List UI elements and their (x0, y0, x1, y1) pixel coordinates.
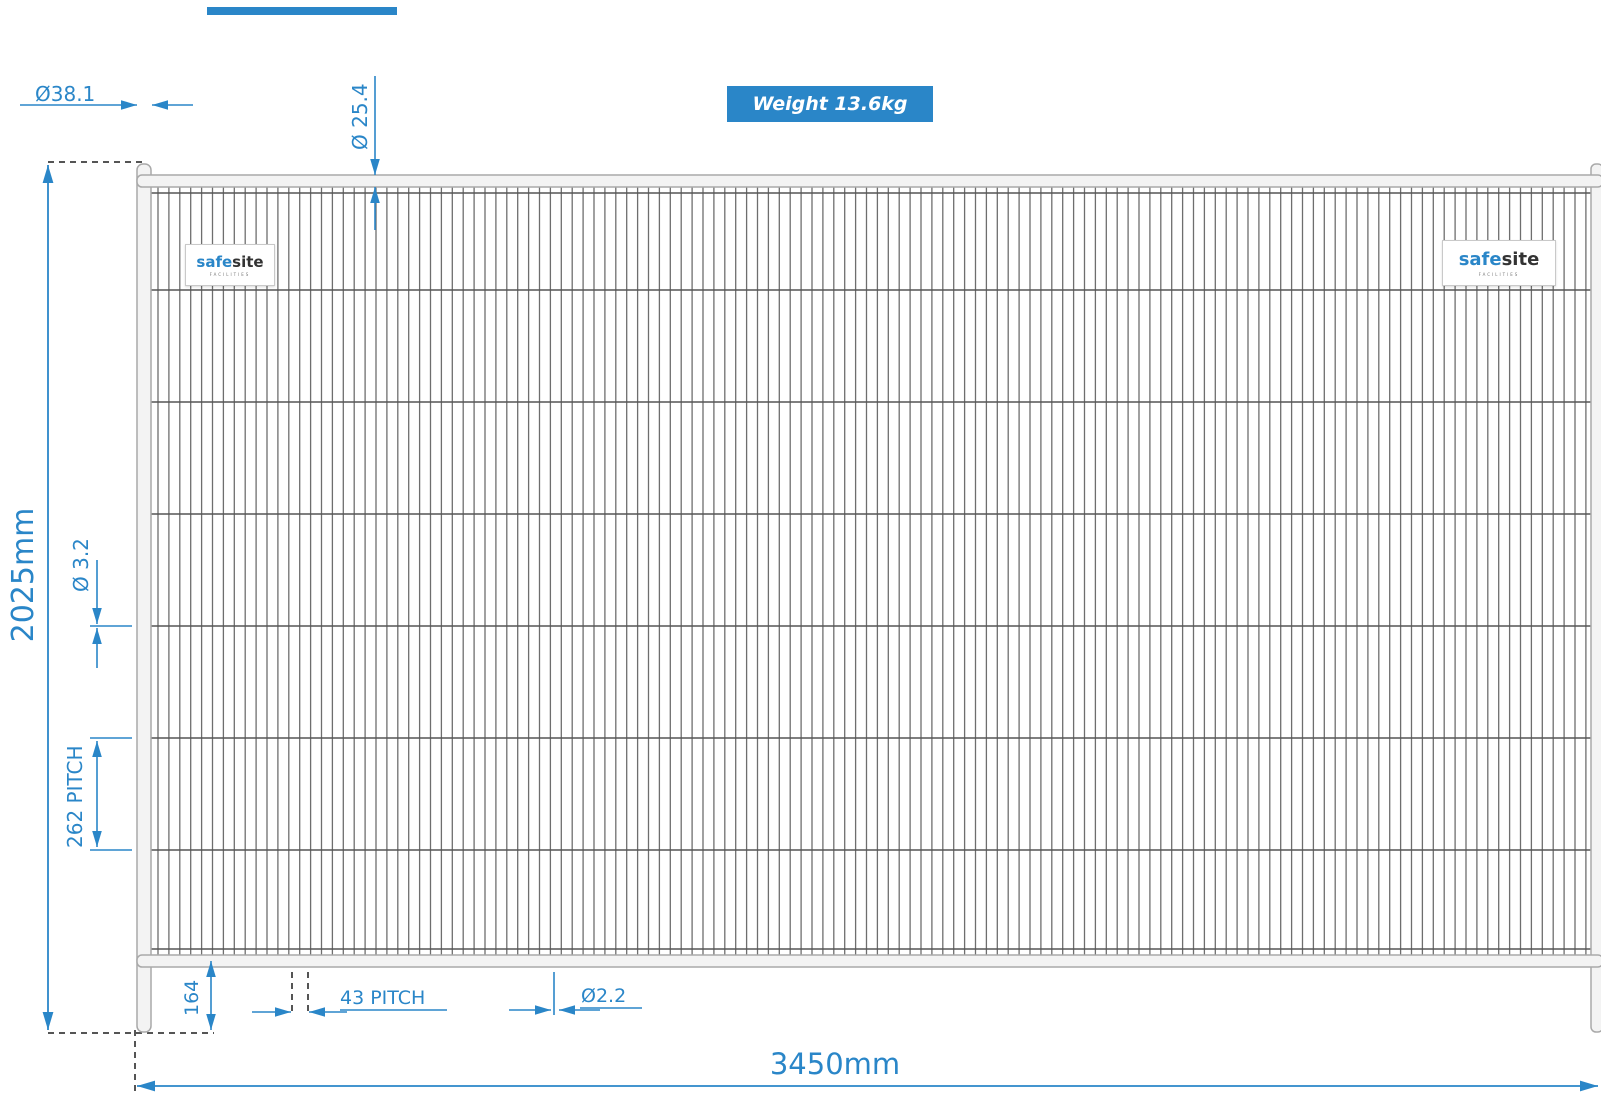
dim-overall-height: 2025mm (6, 165, 54, 1030)
dim-overall-width: 3450mm (137, 1047, 1598, 1092)
bottom-rail (136, 954, 1601, 968)
safesite-logo-left: safesite FACILITIES (185, 244, 275, 286)
dim-post-diameter: Ø38.1 (20, 82, 193, 110)
top-rail-diameter-label: Ø 25.4 (348, 83, 372, 150)
top-rail (136, 174, 1601, 188)
bottom-clearance-label: 164 (181, 980, 203, 1016)
header-accent-bar (207, 7, 397, 15)
logo-brand: safesite (1458, 248, 1540, 270)
weight-label: Weight 13.6kg (752, 93, 908, 115)
vertical-pitch-label: 43 PITCH (340, 987, 425, 1009)
overall-width-label: 3450mm (770, 1047, 900, 1081)
logo-subline: FACILITIES (1478, 271, 1520, 277)
overall-height-label: 2025mm (6, 508, 41, 643)
right-post (1590, 163, 1601, 1033)
safesite-logo-right: safesite FACILITIES (1442, 240, 1556, 286)
mesh-panel (151, 181, 1591, 961)
horizontal-pitch-label: 262 PITCH (63, 745, 87, 848)
dim-vertical-pitch: 43 PITCH (252, 987, 447, 1017)
logo-subline: FACILITIES (209, 271, 251, 277)
dim-top-rail-diameter: Ø 25.4 (348, 76, 380, 230)
logo-brand: safesite (196, 252, 264, 271)
dim-horizontal-wire-diameter: Ø 3.2 (69, 538, 132, 668)
dim-vertical-wire-diameter: Ø2.2 (509, 972, 642, 1015)
left-post (136, 163, 152, 1033)
fence-frame (136, 163, 1601, 1033)
weight-badge: Weight 13.6kg (727, 86, 933, 122)
post-diameter-label: Ø38.1 (35, 82, 95, 106)
dim-bottom-clearance: 164 (181, 961, 216, 1030)
horizontal-wire-diameter-label: Ø 3.2 (69, 538, 93, 592)
extent-dashes (48, 161, 309, 1094)
dim-horizontal-pitch: 262 PITCH (63, 737, 132, 851)
vertical-wire-diameter-label: Ø2.2 (581, 985, 626, 1007)
